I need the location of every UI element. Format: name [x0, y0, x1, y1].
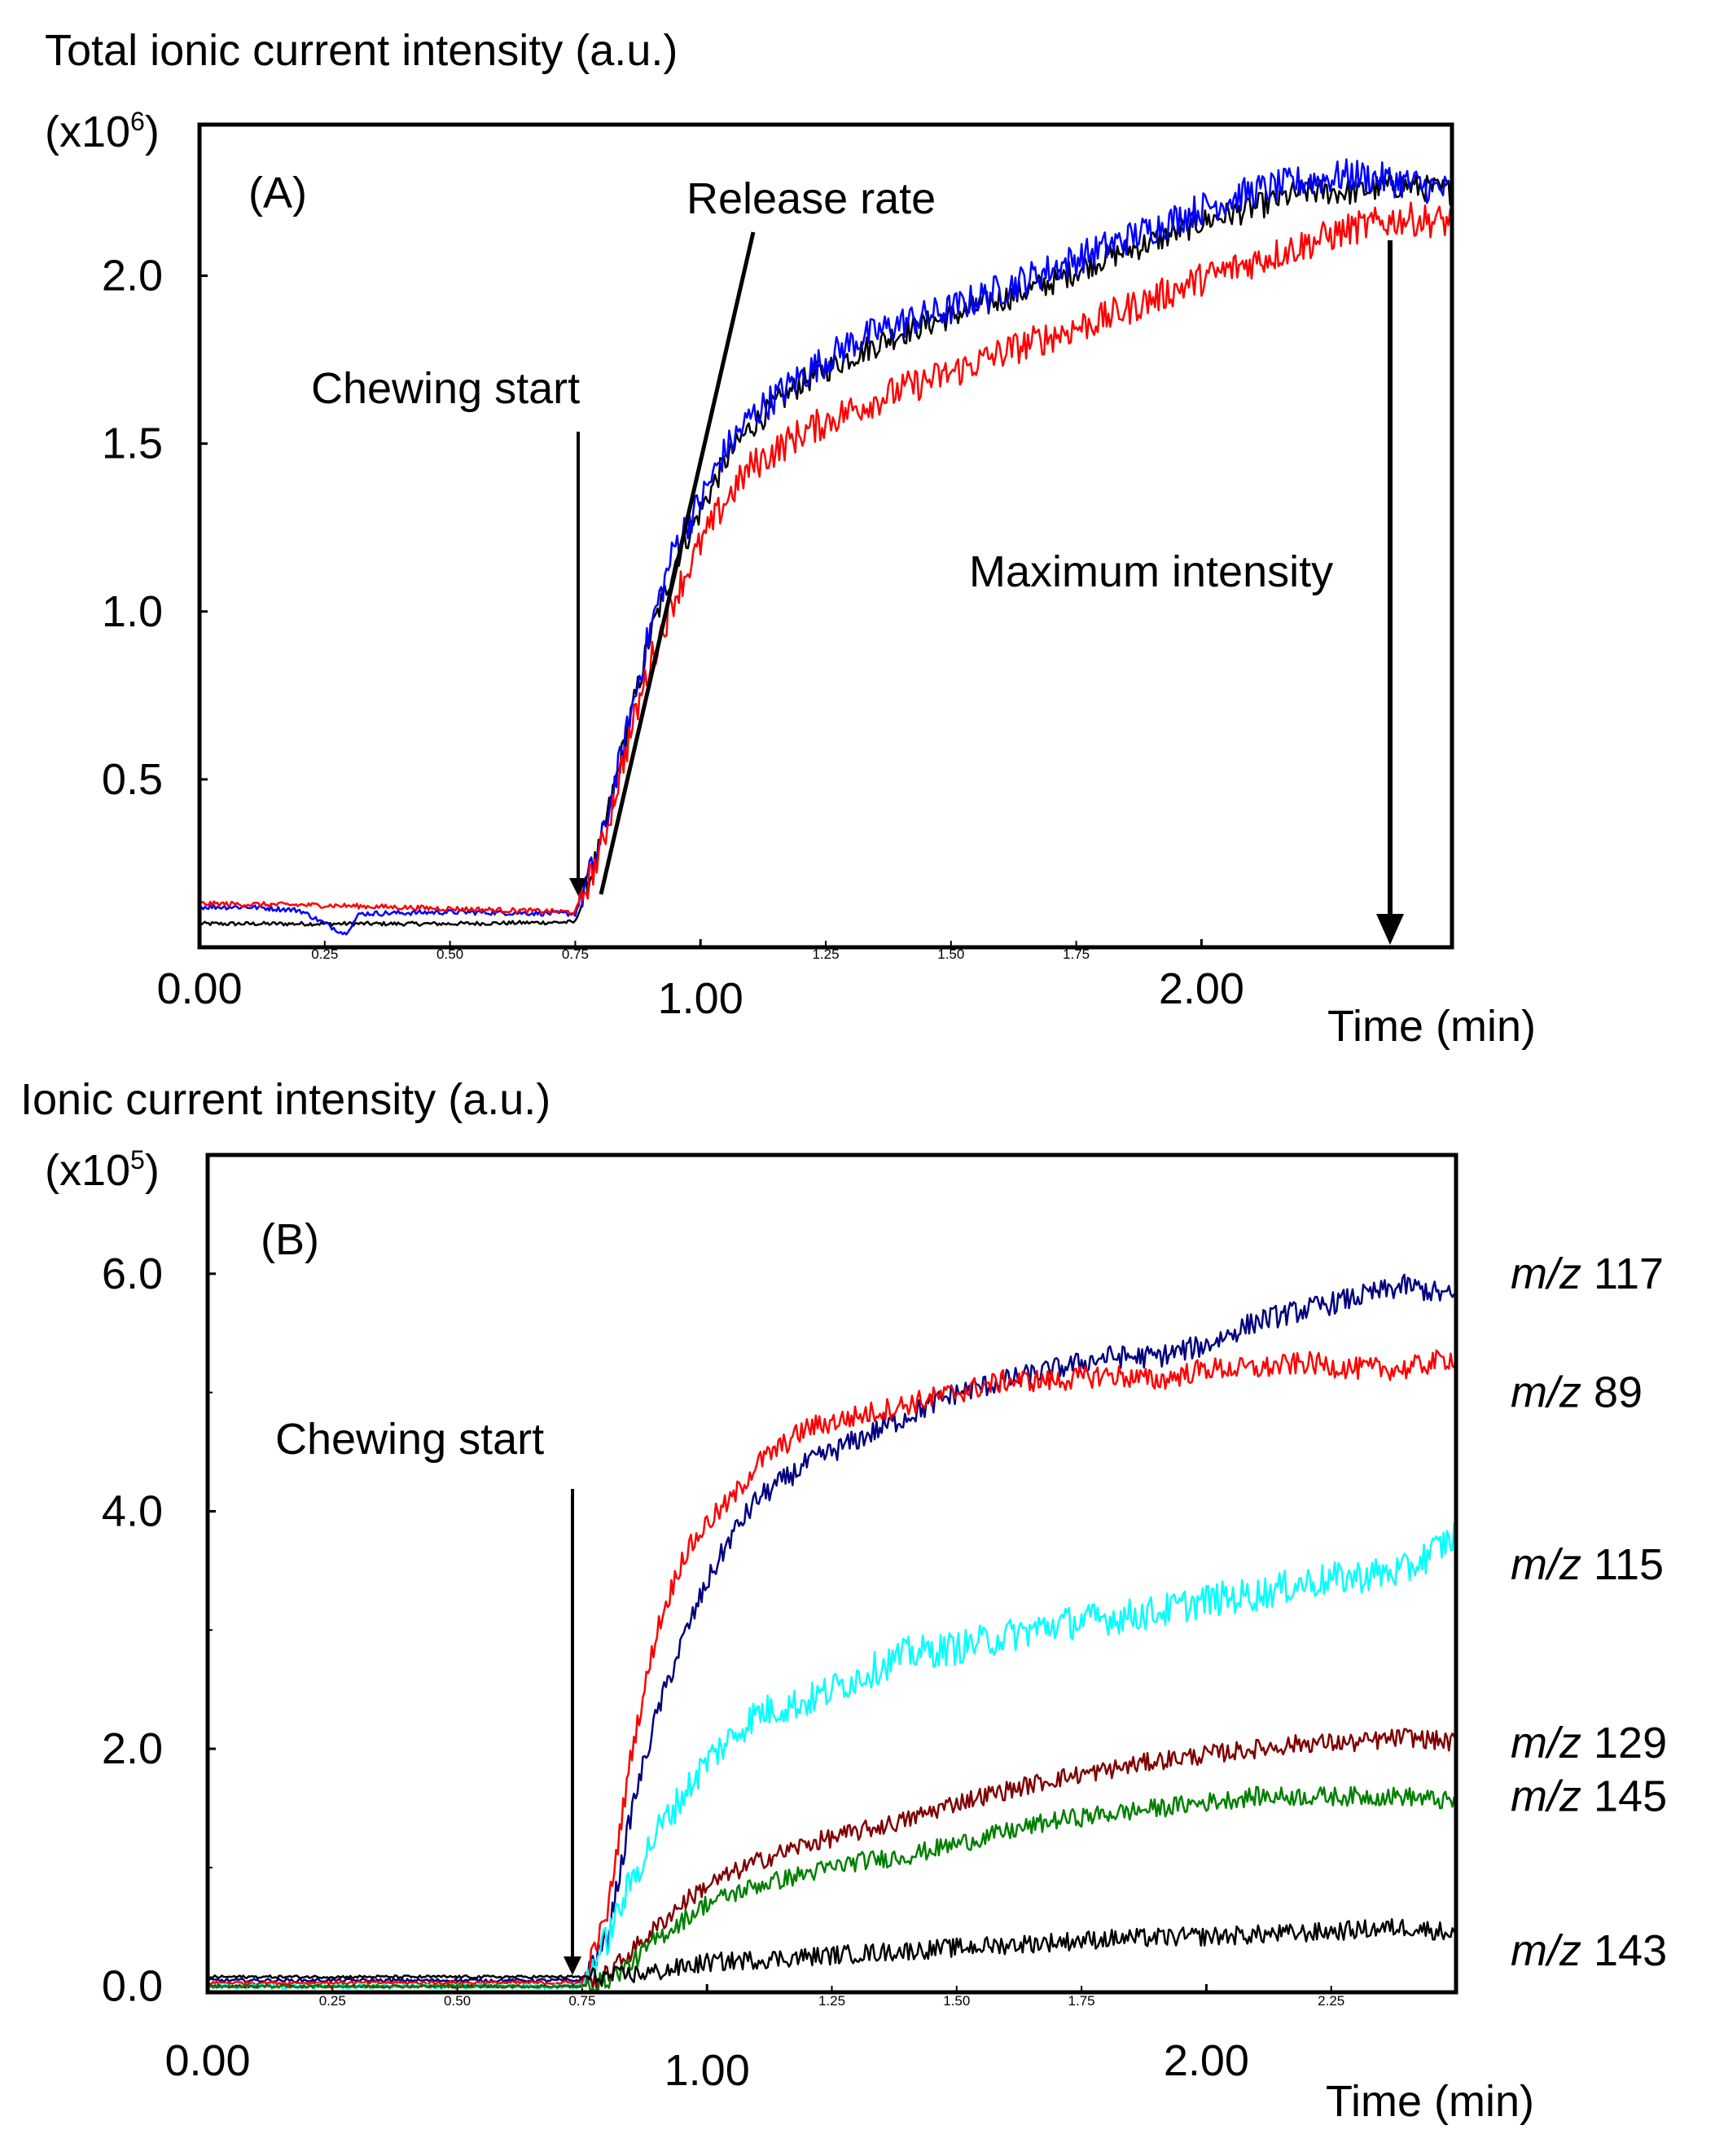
series-line — [199, 158, 1454, 936]
x-tick-label: 2.00 — [1159, 964, 1244, 1013]
series-line — [207, 1273, 1457, 1983]
series-label: m/z 89 — [1511, 1368, 1643, 1417]
x-tick-label: 0.00 — [156, 964, 242, 1013]
y-tick-label: 2.0 — [102, 1724, 163, 1773]
panel-b-x-axis: 0.00 1.00 2.00 0.25 0.50 0.75 1.25 1.50 1.75 2.25 — [164, 1984, 1344, 2095]
panel-a-plot-frame — [197, 122, 1454, 950]
y-tick-label: 1.5 — [102, 419, 163, 468]
series-line — [207, 1785, 1457, 1995]
y-tick-label: 1.0 — [102, 587, 163, 636]
panel-b-y-axis: 0.0 2.0 4.0 6.0 — [102, 1249, 216, 2011]
panel-a-y-axis: 0.5 1.0 1.5 2.0 — [102, 252, 208, 804]
panel-a-chewing-start-label: Chewing start — [311, 364, 580, 413]
x-minor-tick-label: 0.50 — [444, 1993, 471, 2009]
x-tick-label: 0.00 — [164, 2036, 250, 2085]
panel-a-label: (A) — [248, 169, 307, 217]
series-label: m/z 143 — [1511, 1926, 1667, 1975]
x-minor-tick-label: 0.75 — [562, 946, 589, 962]
panel-a-release-rate-label: Release rate — [686, 174, 936, 223]
panel-a-maximum-intensity-label: Maximum intensity — [969, 547, 1333, 596]
series-line — [207, 1349, 1458, 1986]
panel-b-ylabel: Ionic current intensity (a.u.) — [20, 1075, 550, 1124]
panel-b-xlabel: Time (min) — [1326, 2077, 1534, 2126]
x-minor-tick-label: 0.50 — [436, 946, 463, 962]
series-line — [207, 1917, 1457, 1987]
panel-b-chewing-start-arrowhead — [564, 1956, 581, 1975]
panel-a-x-axis: 0.00 1.00 2.00 0.25 0.50 0.75 1.25 1.50 1.75 — [156, 939, 1244, 1023]
x-minor-tick-label: 1.50 — [937, 946, 964, 962]
panel-a-maximum-intensity-arrowhead — [1376, 914, 1404, 945]
y-tick-label: 6.0 — [102, 1249, 163, 1298]
series-label: m/z 129 — [1511, 1719, 1667, 1767]
series-label: m/z 117 — [1511, 1249, 1664, 1298]
panel-a-multiplier: (x106) — [45, 107, 160, 156]
panel-a-release-rate-line — [599, 231, 756, 895]
x-minor-tick-label: 1.75 — [1068, 1993, 1095, 2009]
y-tick-label: 4.0 — [102, 1486, 163, 1535]
y-tick-label: 0.0 — [102, 1962, 163, 2011]
series-label: m/z 145 — [1511, 1772, 1667, 1820]
y-tick-label: 2.0 — [102, 252, 163, 301]
panel-b-multiplier: (x105) — [45, 1145, 160, 1195]
x-minor-tick-label: 2.25 — [1318, 1993, 1344, 2009]
x-tick-label: 1.00 — [665, 2046, 750, 2095]
panel-a-ylabel: Total ionic current intensity (a.u.) — [45, 26, 678, 75]
panel-b-plot-frame — [205, 1153, 1458, 1995]
x-tick-label: 1.00 — [658, 974, 743, 1023]
panel-a-chewing-start-arrowhead — [569, 878, 587, 896]
x-minor-tick-label: 1.25 — [812, 946, 839, 962]
panel-b-series — [207, 1273, 1458, 1995]
panel-b: Ionic current intensity (a.u.) (x105) (B… — [20, 1075, 1667, 2126]
panel-b-series-labels: m/z 117 m/z 89 m/z 115 m/z 129 m/z 145 m/z 14… — [1511, 1249, 1667, 1975]
x-tick-label: 2.00 — [1164, 2036, 1249, 2085]
y-tick-label: 0.5 — [102, 755, 163, 804]
series-line — [207, 1521, 1458, 1991]
x-minor-tick-label: 1.25 — [818, 1993, 845, 2009]
panel-b-label: (B) — [261, 1215, 319, 1264]
panel-a-series — [199, 158, 1454, 936]
panel-b-chewing-start-label: Chewing start — [275, 1415, 544, 1464]
panel-a: Total ionic current intensity (a.u.) (x1… — [45, 26, 1536, 1051]
x-minor-tick-label: 0.25 — [311, 946, 338, 962]
panel-a-xlabel: Time (min) — [1327, 1002, 1536, 1051]
x-minor-tick-label: 0.75 — [568, 1993, 595, 2009]
series-line — [199, 201, 1454, 916]
x-minor-tick-label: 1.75 — [1063, 946, 1090, 962]
x-minor-tick-label: 0.25 — [319, 1993, 346, 2009]
x-minor-tick-label: 1.50 — [943, 1993, 970, 2009]
series-label: m/z 115 — [1511, 1540, 1664, 1589]
